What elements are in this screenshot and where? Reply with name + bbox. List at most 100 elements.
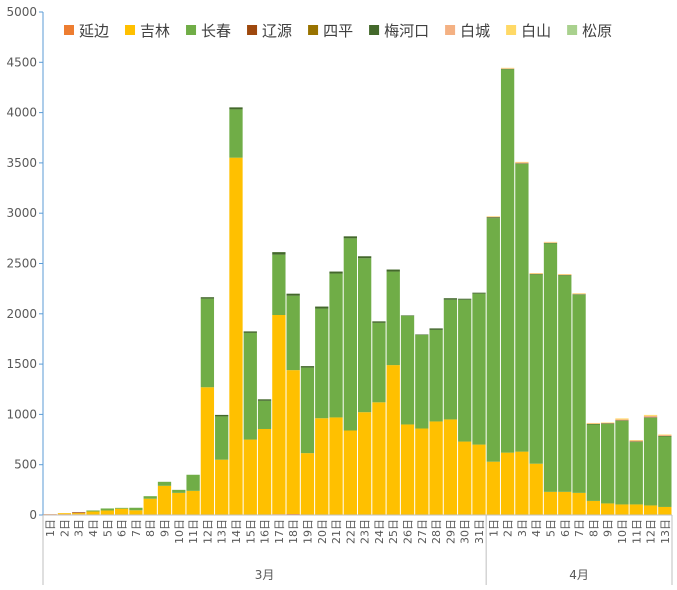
bar-segment [329, 273, 343, 418]
bar-segment [200, 298, 215, 388]
bar-segment [315, 306, 329, 309]
bar-segment [272, 315, 286, 515]
bar-segment [215, 459, 229, 515]
bar-segment [372, 322, 386, 403]
legend: 延边 吉林 长春 辽源 四平 梅河口 白城 白山 松原 [64, 22, 612, 40]
x-tick-label: 25日 [387, 519, 400, 544]
legend-label: 延边 [79, 22, 109, 40]
x-tick-label: 18日 [287, 519, 300, 544]
bar-segment [114, 507, 129, 509]
x-tick-label: 10日 [173, 519, 186, 544]
y-tick-label: 3000 [6, 206, 37, 220]
y-tick-label: 0 [29, 508, 37, 522]
bar-segment [358, 412, 372, 515]
legend-swatch [247, 25, 258, 35]
x-tick-label: 21日 [330, 519, 343, 544]
x-tick-label: 19日 [301, 519, 314, 544]
legend-swatch [445, 25, 456, 35]
bar-segment [343, 430, 357, 515]
month-group-label: 3月 [255, 568, 275, 582]
x-tick-label: 15日 [244, 519, 257, 544]
bar-segment [658, 434, 672, 436]
bar-segment [472, 293, 486, 445]
bar-segment [586, 500, 601, 515]
bar-segment [72, 512, 86, 514]
bar-segment [472, 292, 486, 294]
bar-segment [415, 334, 429, 429]
bar-segment [500, 69, 515, 453]
bar-segment [229, 109, 243, 158]
x-tick-label: 4日 [87, 519, 100, 537]
bar-segment [486, 461, 500, 515]
bar-segment [472, 444, 486, 515]
bar-segment [229, 107, 243, 110]
bar-segment [543, 241, 558, 243]
bar-segment [558, 274, 572, 275]
bar-segment [615, 420, 629, 505]
bar-segment [300, 366, 315, 368]
bar-segment [586, 422, 601, 424]
bar-segment [429, 328, 443, 330]
bar-segment [143, 498, 157, 515]
legend-label: 吉林 [140, 22, 170, 40]
bar-segment [429, 421, 443, 515]
bar-segment [658, 506, 672, 515]
x-tick-label: 31日 [473, 519, 486, 544]
bar-segment [200, 387, 215, 515]
bar-segment [658, 436, 672, 507]
bar-segment [586, 423, 601, 424]
bar-segment [358, 258, 372, 413]
x-tick-label: 7日 [130, 519, 143, 537]
bar-segment [286, 293, 300, 296]
bar-segment [572, 492, 586, 515]
bar-segment [486, 216, 500, 217]
bar-segment [386, 365, 400, 515]
bar-segment [558, 274, 572, 276]
bar-segment [372, 402, 386, 515]
x-tick-label: 1日 [44, 519, 57, 537]
legend-label: 辽源 [262, 22, 292, 40]
bar-segment [243, 439, 257, 515]
bar-segment [57, 513, 72, 515]
x-tick-label: 30日 [459, 519, 472, 544]
bar-segment [601, 423, 615, 424]
legend-label: 白山 [521, 22, 551, 40]
x-tick-label: 3日 [73, 519, 86, 537]
bar-segment [315, 308, 329, 419]
bar-segment [372, 321, 386, 323]
bar-segment [529, 274, 543, 275]
y-axis: 0 500 1000 1500 2000 2500 3000 3500 4000 4500 5000 [6, 5, 44, 522]
legend-label: 白城 [460, 22, 490, 40]
bar-segment [300, 367, 315, 454]
x-tick-label: 12日 [201, 519, 214, 544]
x-tick-label: 11日 [630, 519, 643, 544]
y-tick-label: 4000 [6, 106, 37, 120]
bar-segment [400, 315, 415, 316]
bar-segment [529, 273, 543, 274]
bar-segment [458, 298, 472, 300]
bar-segment [257, 428, 272, 515]
bar-segment [500, 68, 515, 69]
bar-segment [543, 491, 558, 515]
bar-segment [215, 414, 229, 417]
bar-segment [72, 513, 86, 515]
bar-segment [658, 435, 672, 437]
bar-segment [529, 273, 543, 275]
x-tick-label: 12日 [645, 519, 658, 544]
bar-segment [329, 271, 343, 274]
bar-segment [458, 299, 472, 442]
bar-segment [629, 441, 643, 443]
bar-segment [643, 415, 658, 418]
legend-label: 松原 [582, 22, 612, 40]
x-tick-label: 3日 [516, 519, 529, 537]
bar-segment [257, 399, 272, 401]
y-tick-label: 5000 [6, 5, 37, 19]
legend-swatch [369, 25, 380, 35]
bar-segment [572, 293, 586, 295]
bar-segment [515, 163, 529, 164]
legend-swatch [506, 25, 517, 35]
bar-segment [86, 511, 100, 515]
x-tick-label: 13日 [216, 519, 229, 544]
x-tick-label: 6日 [116, 519, 129, 537]
bar-segment [157, 485, 172, 515]
